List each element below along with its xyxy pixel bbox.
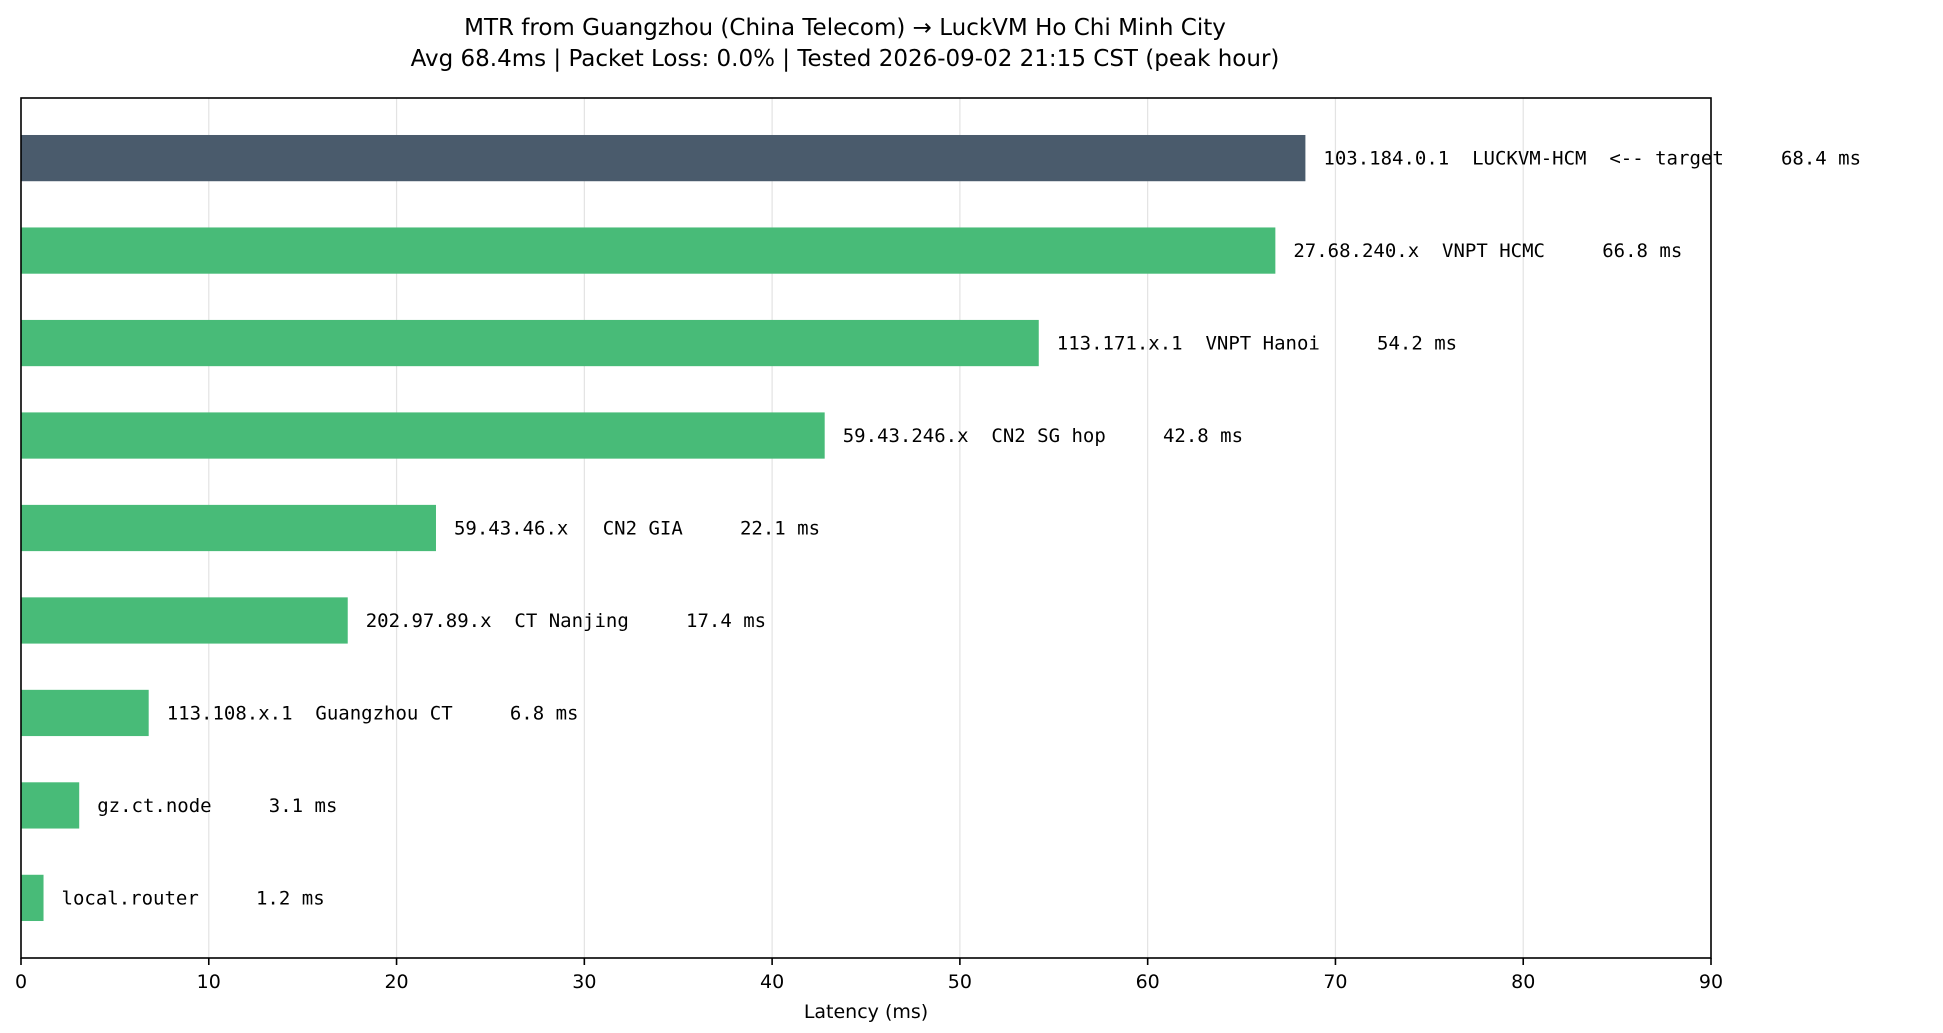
chart-title: MTR from Guangzhou (China Telecom) → Luc… [464, 15, 1226, 41]
x-tick-label: 20 [384, 971, 408, 993]
target-hop-bar [21, 134, 1306, 182]
chart-subtitle: Avg 68.4ms | Packet Loss: 0.0% | Tested … [411, 46, 1280, 72]
hop-bar [21, 874, 44, 922]
x-tick-label: 70 [1323, 971, 1347, 993]
x-tick-label: 90 [1699, 971, 1723, 993]
hop-bar [21, 412, 825, 459]
x-axis-ticks: 0 10 20 30 40 50 60 70 80 90 [15, 958, 1723, 993]
x-axis-label: Latency (ms) [804, 1001, 928, 1023]
hop-bar [21, 504, 436, 552]
bar-label: 113.108.x.1 Guangzhou CT 6.8 ms [167, 702, 579, 724]
hop-bar [21, 689, 149, 737]
x-tick-label: 80 [1511, 971, 1535, 993]
bar-label: 113.171.x.1 VNPT Hanoi 54.2 ms [1057, 333, 1457, 355]
x-tick-label: 10 [197, 971, 221, 993]
bar-label: 59.43.246.x CN2 SG hop 42.8 ms [843, 425, 1243, 447]
bar-label: 27.68.240.x VNPT HCMC 66.8 ms [1293, 240, 1682, 262]
bar-label: local.router 1.2 ms [62, 887, 325, 909]
x-tick-label: 40 [760, 971, 784, 993]
bar-label: 103.184.0.1 LUCKVM-HCM <-- target 68.4 m… [1323, 148, 1861, 170]
bar-label: 59.43.46.x CN2 GIA 22.1 ms [454, 518, 820, 540]
bars [21, 134, 1306, 922]
x-tick-label: 30 [572, 971, 596, 993]
bar-labels: 103.184.0.1 LUCKVM-HCM <-- target 68.4 m… [62, 148, 1862, 910]
x-tick-label: 0 [15, 971, 27, 993]
x-tick-label: 50 [948, 971, 972, 993]
bar-label: 202.97.89.x CT Nanjing 17.4 ms [366, 610, 766, 632]
hop-bar [21, 597, 348, 644]
x-tick-label: 60 [1136, 971, 1160, 993]
hop-bar [21, 227, 1276, 274]
bar-label: gz.ct.node 3.1 ms [97, 795, 337, 817]
hop-bar [21, 319, 1039, 367]
hop-bar [21, 782, 80, 829]
plot-frame [20, 97, 1712, 959]
